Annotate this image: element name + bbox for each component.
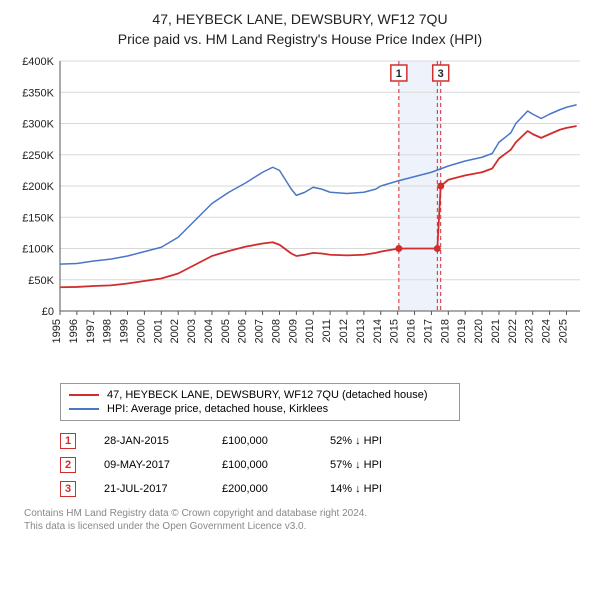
sale-row: 3 21-JUL-2017 £200,000 14% ↓ HPI <box>60 477 588 501</box>
svg-text:2025: 2025 <box>557 319 569 343</box>
sale-list: 1 28-JAN-2015 £100,000 52% ↓ HPI 2 09-MAY-201… <box>60 429 588 501</box>
svg-text:2003: 2003 <box>186 319 198 343</box>
chart-area: £0 £50K £100K £150K £200K £250K £300K £350K £400… <box>12 55 588 375</box>
legend-label: 47, HEYBECK LANE, DEWSBURY, WF12 7QU (de… <box>107 389 428 401</box>
legend-row: 47, HEYBECK LANE, DEWSBURY, WF12 7QU (de… <box>69 388 451 402</box>
svg-text:2018: 2018 <box>439 319 451 343</box>
title-address: 47, HEYBECK LANE, DEWSBURY, WF12 7QU <box>12 10 588 30</box>
svg-text:1998: 1998 <box>102 319 114 343</box>
svg-text:2001: 2001 <box>152 319 164 343</box>
sale-marker: 2 <box>60 457 76 473</box>
svg-text:£100K: £100K <box>22 244 54 256</box>
svg-text:2015: 2015 <box>389 319 401 343</box>
svg-text:£250K: £250K <box>22 150 54 162</box>
svg-text:£150K: £150K <box>22 212 54 224</box>
svg-text:2013: 2013 <box>355 319 367 343</box>
title-block: 47, HEYBECK LANE, DEWSBURY, WF12 7QU Pri… <box>12 10 588 49</box>
svg-text:1997: 1997 <box>85 319 97 343</box>
figure-container: 47, HEYBECK LANE, DEWSBURY, WF12 7QU Pri… <box>0 0 600 541</box>
svg-text:£300K: £300K <box>22 119 54 131</box>
sale-date: 28-JAN-2015 <box>104 435 194 447</box>
svg-text:2014: 2014 <box>372 319 384 343</box>
legend-swatch <box>69 394 99 396</box>
svg-text:1996: 1996 <box>68 319 80 343</box>
svg-text:2023: 2023 <box>524 319 536 343</box>
svg-text:2017: 2017 <box>422 319 434 343</box>
svg-text:2007: 2007 <box>254 319 266 343</box>
sale-marker: 1 <box>60 433 76 449</box>
svg-text:1995: 1995 <box>51 319 63 343</box>
sale-delta: 52% ↓ HPI <box>330 435 420 447</box>
sale-date: 09-MAY-2017 <box>104 459 194 471</box>
legend-box: 47, HEYBECK LANE, DEWSBURY, WF12 7QU (de… <box>60 383 460 421</box>
footer-line1: Contains HM Land Registry data © Crown c… <box>24 507 588 520</box>
svg-text:£0: £0 <box>42 306 54 318</box>
sale-delta: 14% ↓ HPI <box>330 483 420 495</box>
sale-delta: 57% ↓ HPI <box>330 459 420 471</box>
svg-text:2009: 2009 <box>287 319 299 343</box>
sale-row: 2 09-MAY-2017 £100,000 57% ↓ HPI <box>60 453 588 477</box>
sale-price: £200,000 <box>222 483 302 495</box>
footer: Contains HM Land Registry data © Crown c… <box>24 507 588 533</box>
svg-text:£50K: £50K <box>28 275 54 287</box>
footer-line2: This data is licensed under the Open Gov… <box>24 520 588 533</box>
svg-text:1999: 1999 <box>119 319 131 343</box>
svg-text:£350K: £350K <box>22 87 54 99</box>
svg-text:2016: 2016 <box>406 319 418 343</box>
legend-swatch <box>69 408 99 410</box>
svg-text:2004: 2004 <box>203 319 215 343</box>
svg-text:2012: 2012 <box>338 319 350 343</box>
svg-text:2000: 2000 <box>135 319 147 343</box>
svg-text:£200K: £200K <box>22 181 54 193</box>
svg-text:1: 1 <box>396 68 402 80</box>
svg-text:£400K: £400K <box>22 56 54 68</box>
svg-text:2020: 2020 <box>473 319 485 343</box>
sale-row: 1 28-JAN-2015 £100,000 52% ↓ HPI <box>60 429 588 453</box>
sale-marker: 3 <box>60 481 76 497</box>
sale-price: £100,000 <box>222 459 302 471</box>
legend-row: HPI: Average price, detached house, Kirk… <box>69 402 451 416</box>
svg-text:2021: 2021 <box>490 319 502 343</box>
svg-text:2006: 2006 <box>237 319 249 343</box>
svg-text:2019: 2019 <box>456 319 468 343</box>
sale-price: £100,000 <box>222 435 302 447</box>
svg-text:2002: 2002 <box>169 319 181 343</box>
title-subtitle: Price paid vs. HM Land Registry's House … <box>12 30 588 50</box>
legend-label: HPI: Average price, detached house, Kirk… <box>107 403 328 415</box>
svg-text:2024: 2024 <box>541 319 553 343</box>
svg-text:2010: 2010 <box>304 319 316 343</box>
sale-date: 21-JUL-2017 <box>104 483 194 495</box>
svg-text:2022: 2022 <box>507 319 519 343</box>
svg-text:2008: 2008 <box>270 319 282 343</box>
svg-text:2011: 2011 <box>321 319 333 343</box>
svg-text:2005: 2005 <box>220 319 232 343</box>
svg-text:3: 3 <box>438 68 444 80</box>
chart-svg: £0 £50K £100K £150K £200K £250K £300K £350K £400… <box>12 55 588 375</box>
